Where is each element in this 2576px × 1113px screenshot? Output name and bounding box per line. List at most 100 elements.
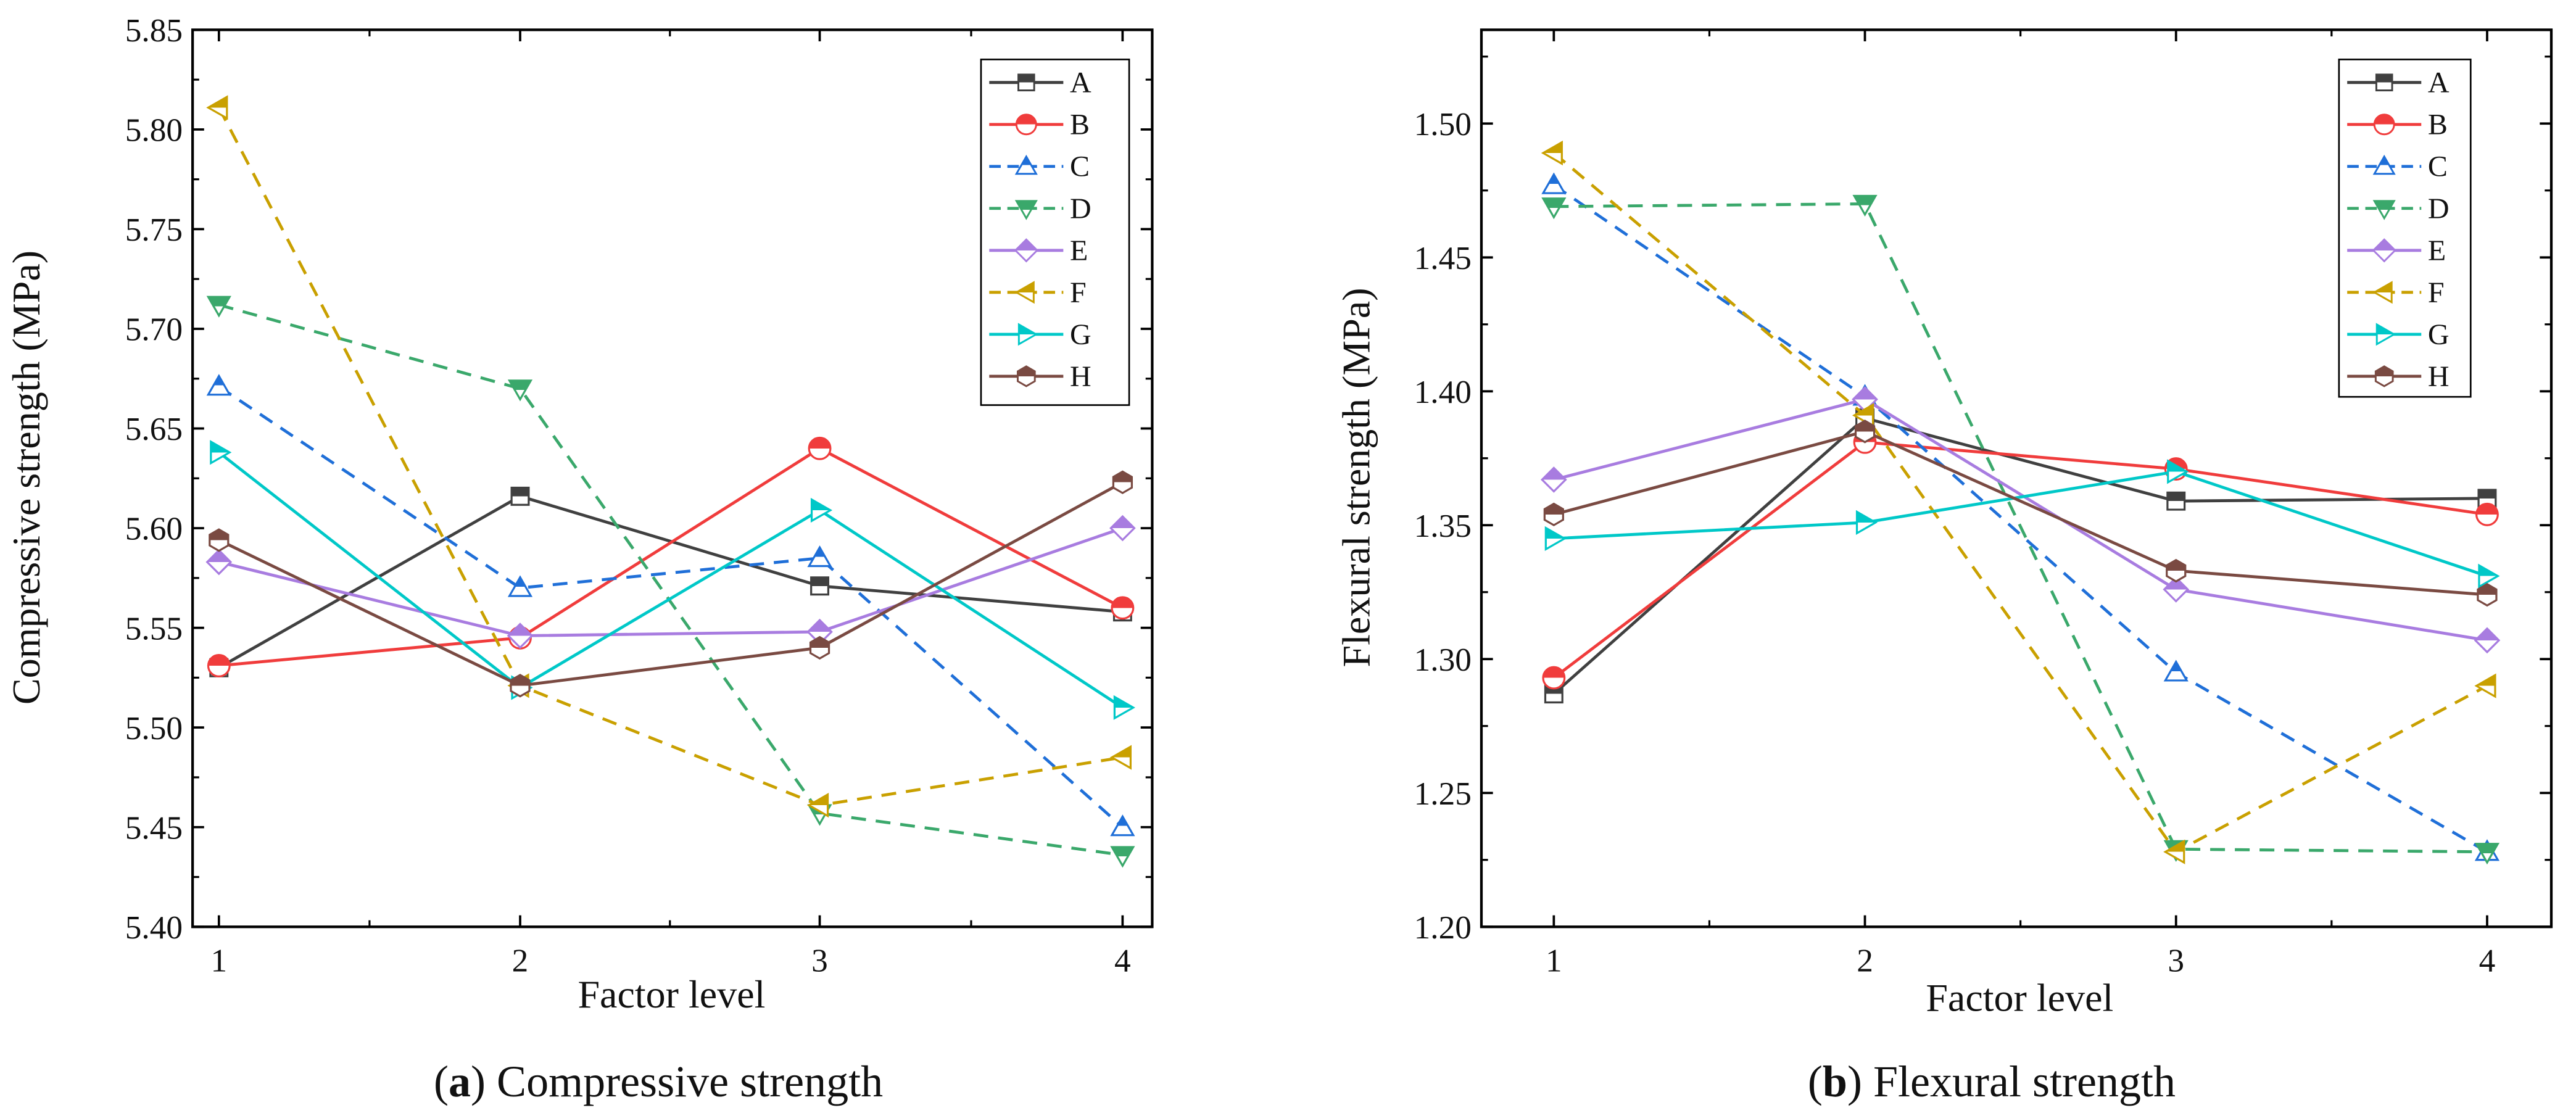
x-tick-label: 1 [1546, 941, 1562, 979]
legend-marker-E [1014, 238, 1039, 263]
x-tick-label: 4 [1114, 941, 1131, 979]
data-point-B [207, 654, 231, 677]
x-tick-label: 3 [811, 941, 828, 979]
legend-label-F: F [2428, 276, 2445, 309]
x-tick-label: 3 [2168, 941, 2184, 979]
data-point-E [2163, 576, 2190, 603]
data-point-F [2474, 673, 2496, 698]
legend-marker-C [2372, 154, 2396, 175]
data-point-G [1855, 510, 1878, 535]
x-tick-label: 2 [512, 941, 529, 979]
series-line-A [1552, 416, 2487, 695]
legend-label-H: H [1070, 360, 1091, 393]
chart-a: Compressive strength (MPa) Factor level … [4, 12, 1154, 1106]
x-tick-label: 4 [2479, 941, 2496, 979]
legend-label-D: D [2428, 192, 2450, 225]
series-F [1541, 140, 2496, 864]
series-B [1542, 430, 2499, 690]
y-tick-label: 5.75 [125, 211, 183, 248]
legend-marker-C [1014, 154, 1038, 175]
data-point-A [810, 576, 830, 596]
legend-marker-G [1017, 323, 1038, 346]
y-tick-label: 1.40 [1414, 373, 1472, 410]
y-tick-label: 5.65 [125, 410, 183, 447]
data-point-D [1852, 194, 1878, 217]
data-point-G [1544, 526, 1567, 552]
y-tick-label: 1.45 [1414, 239, 1472, 276]
legend-label-C: C [1070, 151, 1090, 183]
legend-box [980, 59, 1130, 406]
x-axis-title: Factor level [1926, 975, 2113, 1019]
y-tick-label: 5.45 [125, 809, 183, 846]
legend-label-B: B [2428, 109, 2448, 141]
legend-label-G: G [1070, 318, 1091, 351]
y-tick-label: 5.70 [125, 311, 183, 348]
legend-label-C: C [2428, 151, 2448, 183]
y-tick-label: 1.25 [1414, 775, 1472, 812]
y-tick-label: 5.55 [125, 610, 183, 647]
series-line-E [218, 526, 1124, 637]
legend-marker-E [2372, 238, 2396, 263]
legend-marker-A [2375, 73, 2393, 91]
series-G [1544, 459, 2500, 589]
series-line-B [1552, 441, 2488, 679]
legend-label-B: B [1070, 109, 1090, 141]
series-line-F [1552, 152, 2488, 854]
legend-marker-D [2372, 200, 2396, 220]
legend-label-A: A [1070, 67, 1091, 99]
series-E [1541, 386, 2501, 654]
legend-marker-B [1015, 114, 1037, 136]
plot-frame [1480, 28, 2553, 929]
data-point-C [1541, 172, 1567, 194]
y-tick-label: 1.20 [1414, 909, 1472, 946]
data-point-C [807, 545, 832, 568]
y-tick-label: 5.60 [125, 510, 183, 547]
data-point-A [510, 486, 530, 506]
data-point-G [210, 440, 232, 465]
data-point-H [1543, 502, 1564, 527]
data-point-H [809, 635, 830, 660]
data-point-C [2163, 660, 2189, 682]
data-point-B [1111, 596, 1135, 620]
data-point-D [2474, 843, 2500, 865]
series-H [1543, 420, 2498, 607]
data-point-D [507, 379, 533, 402]
data-point-H [1112, 470, 1133, 494]
data-point-F [1109, 745, 1132, 770]
series-A [1544, 408, 2497, 704]
data-point-G [2478, 563, 2500, 589]
caption-label: a [449, 1057, 471, 1106]
chart-b: Flexural strength (MPa) Factor level (b)… [1335, 28, 2553, 1106]
data-point-E [507, 623, 534, 649]
legend-label-A: A [2428, 67, 2450, 99]
y-tick-label: 5.50 [125, 710, 183, 747]
data-point-E [1109, 515, 1136, 542]
series-line-G [1554, 470, 2488, 577]
legend-label-G: G [2428, 318, 2450, 351]
data-point-B [1542, 666, 1566, 690]
series-C [206, 374, 1135, 837]
legend-marker-D [1014, 200, 1038, 220]
data-point-A [2166, 491, 2186, 511]
legend-label-E: E [2428, 234, 2446, 267]
data-point-E [205, 548, 233, 576]
data-point-H [2477, 582, 2498, 607]
caption-b: (b) Flexural strength [1808, 1057, 2176, 1106]
data-point-F [1541, 140, 1563, 166]
data-point-F [2163, 839, 2185, 864]
series-line-H [1553, 429, 2488, 597]
data-point-F [806, 793, 829, 818]
data-point-D [1110, 846, 1135, 868]
series-line-B [218, 447, 1124, 668]
y-tick-label: 1.50 [1414, 106, 1472, 143]
series-line-G [218, 451, 1124, 709]
caption-a: (a) Compressive strength [434, 1057, 883, 1106]
y-tick-label: 1.30 [1414, 641, 1472, 678]
data-point-B [808, 436, 832, 460]
caption-label: b [1823, 1057, 1847, 1106]
x-tick-label: 2 [1857, 941, 1873, 979]
y-tick-label: 5.85 [125, 12, 183, 49]
legend-label-D: D [1070, 192, 1091, 225]
